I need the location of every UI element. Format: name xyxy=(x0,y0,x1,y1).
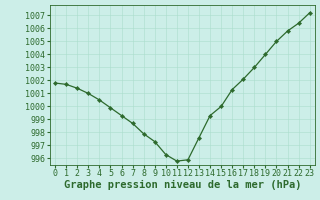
X-axis label: Graphe pression niveau de la mer (hPa): Graphe pression niveau de la mer (hPa) xyxy=(64,180,301,190)
